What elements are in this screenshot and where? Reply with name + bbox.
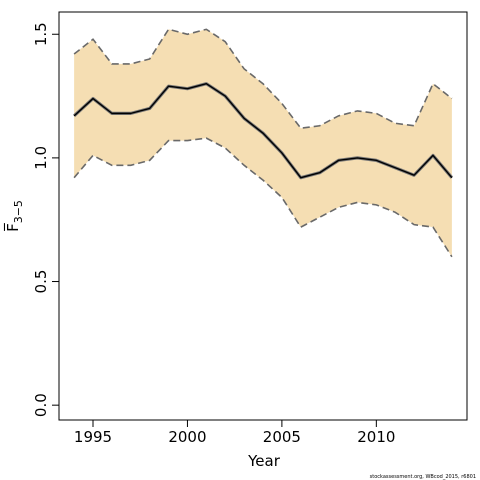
upper-bound-line: [73, 28, 453, 130]
y-axis-title-subscript: 3−5: [12, 200, 25, 223]
y-tick-label: 1.0: [32, 146, 50, 170]
estimate-line-layer: [73, 82, 454, 180]
y-axis-title: F̅3−5: [3, 200, 25, 232]
x-tick-label: 2010: [357, 428, 395, 446]
confidence-band-layer: [74, 29, 452, 257]
lower-bound-line: [73, 137, 453, 258]
y-tick-label: 0.5: [32, 270, 50, 294]
y-axis-title-main: F̅: [3, 222, 22, 232]
x-tick-label: 2000: [168, 428, 206, 446]
y-tick-label: 0.0: [32, 393, 50, 417]
x-tick-label: 2005: [263, 428, 301, 446]
y-tick-label: 1.5: [32, 22, 50, 46]
footnote: stockassessment.org, WBcod_2015, r6801: [370, 474, 476, 480]
bound-lines-layer: [73, 28, 453, 258]
svg-text:F̅3−5: F̅3−5: [3, 200, 25, 232]
y-axis: 0.0 0.5 1.0 1.5: [32, 22, 60, 417]
x-axis-title: Year: [247, 452, 281, 470]
x-tick-label: 1995: [74, 428, 112, 446]
confidence-band: [74, 29, 452, 257]
x-axis: 1995 2000 2005 2010: [74, 419, 395, 446]
estimate-line: [73, 83, 453, 179]
